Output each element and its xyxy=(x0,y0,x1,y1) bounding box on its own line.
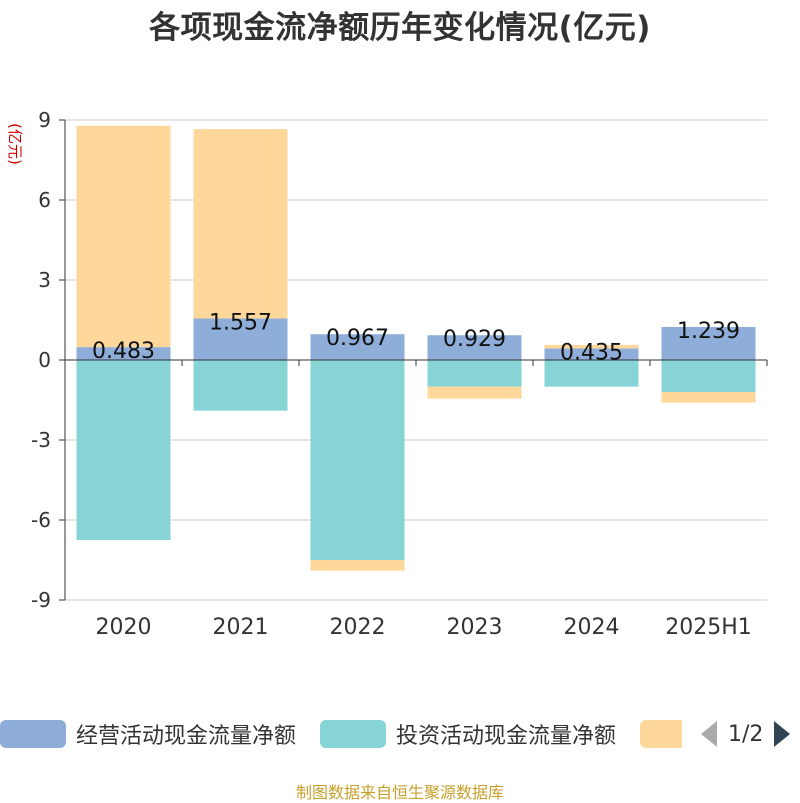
y-tick-label: 9 xyxy=(38,108,51,132)
y-tick-label: 3 xyxy=(38,268,51,292)
legend-label-operating: 经营活动现金流量净额 xyxy=(76,724,297,749)
legend-page-indicator: 1/2 xyxy=(728,721,764,747)
triangle-right-icon[interactable] xyxy=(773,720,791,748)
x-tick-label: 2020 xyxy=(96,615,152,640)
data-label: 0.435 xyxy=(560,340,623,365)
bar-investing xyxy=(193,360,288,411)
bar-financing xyxy=(427,386,522,399)
bar-operating xyxy=(310,334,405,360)
y-tick-label: 6 xyxy=(38,188,51,212)
x-tick-label: 2021 xyxy=(213,615,269,640)
legend-label-investing: 投资活动现金流量净额 xyxy=(396,724,617,749)
bar-operating xyxy=(661,326,756,360)
bar-operating xyxy=(427,335,522,360)
legend-swatch-operating xyxy=(0,720,66,748)
y-tick-label: -6 xyxy=(31,508,51,532)
bar-financing xyxy=(76,125,171,348)
chart-title: 各项现金流净额历年变化情况(亿元) xyxy=(149,10,651,46)
data-label: 0.929 xyxy=(443,327,506,352)
data-label: 0.967 xyxy=(326,326,389,351)
legend-item-investing[interactable]: 投资活动现金流量净额 xyxy=(320,720,617,749)
x-tick-label: 2023 xyxy=(447,615,503,640)
source-note: 制图数据来自恒生聚源数据库 xyxy=(295,783,504,802)
y-tick-label: 0 xyxy=(38,348,51,372)
bar-financing xyxy=(544,344,639,349)
legend-swatch-investing xyxy=(320,720,386,748)
x-tick-label: 2024 xyxy=(564,615,620,640)
data-label: 1.239 xyxy=(677,319,740,344)
y-axis-title: (亿元) xyxy=(6,123,24,165)
bar-operating xyxy=(544,348,639,360)
chart-plot: -9 -6 -3 0 3 6 9 2020 2021 2022 2023 2024 2025H1 0.4… xyxy=(6,108,768,640)
bar-investing xyxy=(427,360,522,387)
legend-swatch-financing xyxy=(640,720,682,748)
triangle-left-icon[interactable] xyxy=(700,720,718,748)
bar-financing xyxy=(310,560,405,571)
legend-pager: 1/2 xyxy=(700,718,791,750)
data-label: 1.557 xyxy=(209,310,272,335)
x-tick-label: 2025H1 xyxy=(665,615,752,640)
x-tick-label: 2022 xyxy=(330,615,386,640)
legend-item-operating[interactable]: 经营活动现金流量净额 xyxy=(0,720,297,749)
bar-operating xyxy=(193,318,288,360)
bar-investing xyxy=(544,360,639,387)
bar-investing xyxy=(310,360,405,560)
bar-investing xyxy=(76,360,171,540)
legend-item-financing[interactable] xyxy=(640,720,682,748)
bar-operating xyxy=(76,347,171,360)
y-tick-label: -9 xyxy=(31,588,51,612)
bar-investing xyxy=(661,360,756,392)
bar-financing xyxy=(193,129,288,319)
y-tick-label: -3 xyxy=(31,428,51,452)
bar-financing xyxy=(661,392,756,403)
legend: 经营活动现金流量净额 投资活动现金流量净额 1/2 xyxy=(0,712,800,756)
data-label: 0.483 xyxy=(92,339,155,364)
